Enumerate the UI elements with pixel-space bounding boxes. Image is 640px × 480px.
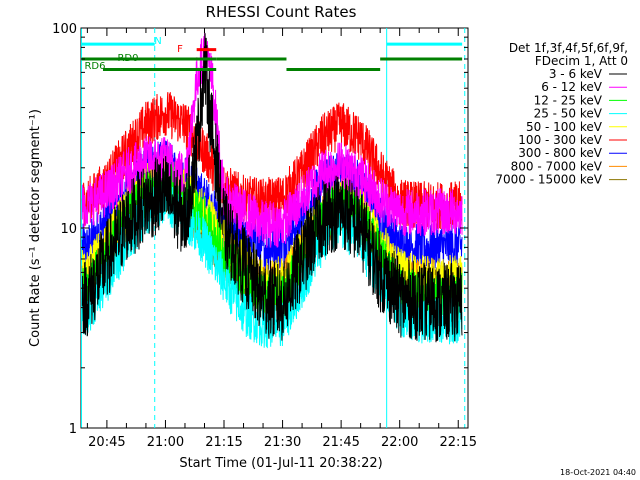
x-tick-label: 20:45	[88, 435, 125, 450]
x-axis-label: Start Time (01-Jul-11 20:38:22)	[179, 456, 382, 471]
legend: Det 1f,3f,4f,5f,6f,9f,FDecim 1, Att 03 -…	[495, 41, 628, 187]
series-line-6to12kev	[81, 32, 463, 248]
x-tick-label: 21:45	[322, 435, 359, 450]
legend-entry-label: 25 - 50 keV	[534, 107, 603, 121]
legend-entry-label: 300 - 800 keV	[518, 146, 602, 160]
series-line-3to6kev	[81, 31, 463, 343]
x-tick-label: 21:15	[205, 435, 242, 450]
x-tick-label: 21:00	[147, 435, 184, 450]
y-tick-label: 10	[60, 222, 77, 237]
legend-entry-label: 6 - 12 keV	[541, 80, 603, 94]
y-tick-label: 100	[52, 22, 77, 37]
legend-entry-label: 7000 - 15000 keV	[495, 173, 602, 187]
legend-header-line: FDecim 1, Att 0	[535, 54, 628, 68]
chart-title: RHESSI Count Rates	[206, 3, 357, 21]
interval-label-rd0: RD0	[117, 53, 138, 64]
x-tick-label: 22:15	[440, 435, 477, 450]
y-tick-label: 1	[69, 422, 77, 437]
legend-entry-label: 100 - 300 keV	[518, 133, 602, 147]
legend-entry-label: 12 - 25 keV	[534, 93, 603, 107]
legend-header-line: Det 1f,3f,4f,5f,6f,9f,	[509, 41, 628, 55]
interval-bars: N F RD0 RD6	[81, 36, 463, 72]
plot-area: N F RD0 RD6	[80, 27, 469, 429]
x-tick-label: 22:00	[381, 435, 418, 450]
y-axis-label: Count Rate (s⁻¹ detector segment⁻¹)	[28, 109, 43, 347]
interval-label-n: N	[154, 36, 161, 47]
legend-entry-label: 800 - 7000 keV	[511, 159, 603, 173]
x-axis: 20:45 21:00 21:15 21:30 21:45 22:00 22:15	[86, 28, 477, 450]
legend-entry-label: 50 - 100 keV	[526, 120, 603, 134]
legend-entry-label: 3 - 6 keV	[549, 67, 603, 81]
date-stamp: 18-Oct-2021 04:40	[560, 468, 636, 477]
y-axis: 1 10 100	[52, 22, 468, 437]
interval-label-f: F	[177, 44, 183, 55]
series-lines	[81, 31, 463, 349]
interval-label-rd6: RD6	[84, 61, 105, 72]
x-tick-label: 21:30	[264, 435, 301, 450]
